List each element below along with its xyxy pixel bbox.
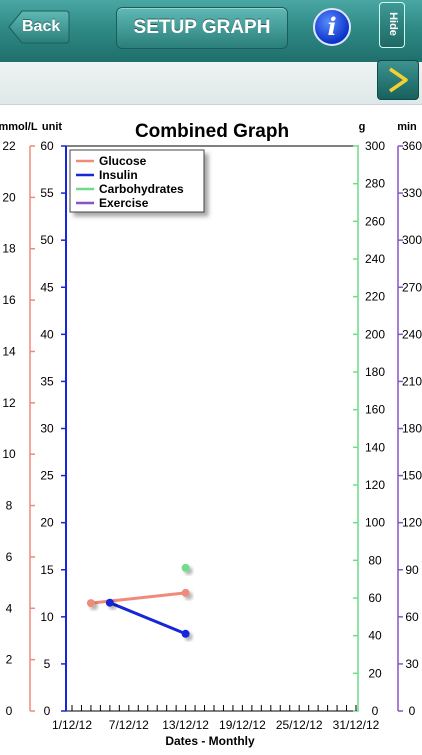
insulin-tick-label: 10 <box>40 610 54 624</box>
exercise-tick-label: 30 <box>405 657 419 671</box>
carbohydrates-tick-label: 260 <box>365 214 385 228</box>
glucose-axis-unit: mmol/L <box>0 121 38 133</box>
x-tick-label: 7/12/12 <box>109 718 149 732</box>
carbohydrates-data-point <box>181 563 190 572</box>
carbohydrates-tick-label: 80 <box>368 553 382 567</box>
insulin-tick-label: 20 <box>40 516 54 530</box>
exercise-tick-label: 60 <box>405 610 419 624</box>
glucose-tick-label: 0 <box>6 704 13 718</box>
carbohydrates-tick-label: 40 <box>368 629 382 643</box>
glucose-legend-label: Glucose <box>99 154 147 168</box>
carbohydrates-tick-label: 100 <box>365 516 385 530</box>
x-tick-label: 1/12/12 <box>52 718 92 732</box>
insulin-data-point <box>181 629 190 638</box>
carbohydrates-tick-label: 180 <box>365 365 385 379</box>
x-tick-label: 25/12/12 <box>276 718 323 732</box>
insulin-legend-label: Insulin <box>99 168 138 182</box>
exercise-tick-label: 180 <box>402 422 422 436</box>
insulin-series-line <box>109 601 187 636</box>
carbohydrates-tick-label: 120 <box>365 478 385 492</box>
x-tick-label: 19/12/12 <box>219 718 266 732</box>
exercise-tick-label: 0 <box>409 704 416 718</box>
next-button[interactable] <box>377 60 419 100</box>
glucose-tick-label: 18 <box>2 242 16 256</box>
insulin-tick-label: 40 <box>40 327 54 341</box>
glucose-data-point <box>181 588 190 597</box>
glucose-tick-label: 2 <box>6 653 13 667</box>
carbohydrates-tick-label: 20 <box>368 666 382 680</box>
exercise-tick-label: 270 <box>402 280 422 294</box>
insulin-tick-label: 30 <box>40 422 54 436</box>
exercise-tick-label: 300 <box>402 233 422 247</box>
exercise-tick-label: 150 <box>402 469 422 483</box>
exercise-tick-label: 120 <box>402 516 422 530</box>
combined-graph: Combined Graph mmol/L unit g min 0 2 4 6 8 10… <box>0 104 422 750</box>
insulin-tick-label: 15 <box>40 563 54 577</box>
glucose-tick-label: 10 <box>2 447 16 461</box>
glucose-tick-label: 16 <box>2 293 16 307</box>
glucose-tick-label: 12 <box>2 396 16 410</box>
hide-button[interactable]: Hide <box>379 2 405 48</box>
top-toolbar: Back SETUP GRAPH i Hide <box>0 0 422 63</box>
carbohydrates-tick-label: 240 <box>365 252 385 266</box>
insulin-tick-label: 25 <box>40 469 54 483</box>
glucose-tick-label: 20 <box>2 190 16 204</box>
insulin-tick-label: 55 <box>40 186 54 200</box>
x-tick-label: 13/12/12 <box>162 718 209 732</box>
exercise-tick-label: 210 <box>402 374 422 388</box>
exercise-tick-label: 90 <box>405 563 419 577</box>
glucose-tick-label: 8 <box>6 499 13 513</box>
insulin-tick-label: 35 <box>40 374 54 388</box>
chart-svg: Combined Graph mmol/L unit g min 0 2 4 6 8 10… <box>0 121 422 748</box>
insulin-tick-label: 50 <box>40 233 54 247</box>
carbohydrates-axis-unit: g <box>359 121 366 133</box>
insulin-data-point <box>105 598 114 607</box>
info-icon[interactable]: i <box>313 8 351 46</box>
glucose-tick-label: 6 <box>6 550 13 564</box>
back-button-label: Back <box>22 18 61 35</box>
glucose-data-point <box>86 599 95 608</box>
glucose-tick-label: 14 <box>2 344 16 358</box>
carbohydrates-tick-label: 0 <box>372 704 379 718</box>
exercise-tick-label: 330 <box>402 186 422 200</box>
carbohydrates-tick-label: 300 <box>365 139 385 153</box>
back-button[interactable]: Back <box>8 10 70 44</box>
insulin-tick-label: 5 <box>44 657 51 671</box>
back-button-shape <box>8 10 70 44</box>
carbohydrates-tick-label: 60 <box>368 591 382 605</box>
insulin-tick-label: 60 <box>40 139 54 153</box>
plot-area <box>65 145 359 712</box>
glucose-tick-label: 22 <box>2 139 16 153</box>
x-tick-label: 31/12/12 <box>333 718 380 732</box>
sub-toolbar <box>0 62 422 105</box>
carbohydrates-tick-label: 200 <box>365 327 385 341</box>
hide-button-label: Hide <box>387 12 399 36</box>
exercise-legend-label: Exercise <box>99 196 149 210</box>
exercise-tick-label: 360 <box>402 139 422 153</box>
exercise-tick-label: 240 <box>402 327 422 341</box>
setup-graph-button[interactable]: SETUP GRAPH <box>116 7 288 49</box>
chevron-right-icon <box>389 67 408 93</box>
insulin-tick-label: 0 <box>44 704 51 718</box>
chart-title: Combined Graph <box>135 121 289 142</box>
carbohydrates-tick-label: 160 <box>365 403 385 417</box>
carbohydrates-tick-label: 140 <box>365 440 385 454</box>
carbohydrates-tick-label: 220 <box>365 290 385 304</box>
carbohydrates-tick-label: 280 <box>365 177 385 191</box>
glucose-tick-label: 4 <box>6 601 13 615</box>
insulin-axis-unit: unit <box>42 121 62 133</box>
exercise-axis-unit: min <box>397 121 417 133</box>
insulin-tick-label: 45 <box>40 280 54 294</box>
x-axis-label: Dates - Monthly <box>165 734 255 748</box>
carbohydrates-legend-label: Carbohydrates <box>99 182 184 196</box>
